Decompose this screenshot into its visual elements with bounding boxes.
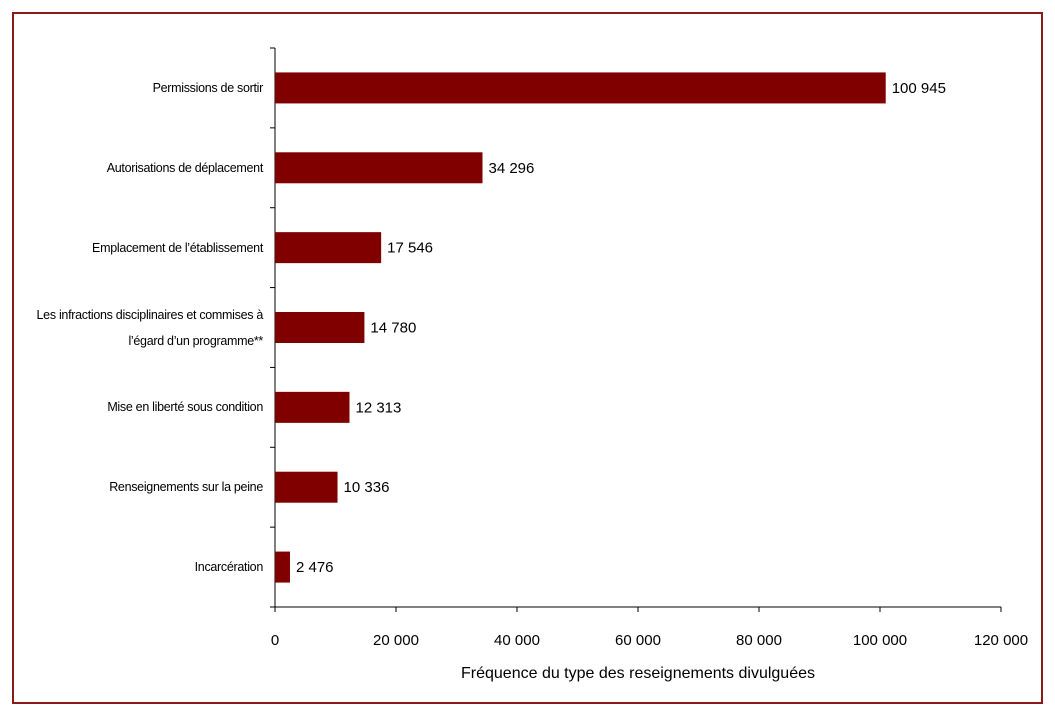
value-label: 100 945 <box>892 80 946 97</box>
value-label: 2 476 <box>296 559 334 576</box>
y-tick-label: Incarcération <box>194 560 264 575</box>
y-tick-label: Mise en liberté sous condition <box>107 400 263 415</box>
value-label: 34 296 <box>488 160 534 177</box>
x-axis-label: Fréquence du type des reseignements divu… <box>461 665 815 682</box>
chart-frame <box>12 12 1043 704</box>
value-label: 10 336 <box>344 479 390 496</box>
y-tick-label: Les infractions disciplinaires et commis… <box>36 307 264 348</box>
bar <box>275 232 382 264</box>
bar <box>275 551 290 583</box>
bar <box>275 391 350 423</box>
x-tick-label: 120 000 <box>974 632 1028 649</box>
y-tick-label: Emplacement de l’établissement <box>92 240 263 255</box>
value-label: 14 780 <box>370 319 416 336</box>
x-tick-label: 20 000 <box>373 632 419 649</box>
x-tick-label: 80 000 <box>736 632 782 649</box>
x-tick-label: 60 000 <box>615 632 661 649</box>
bar <box>275 471 338 503</box>
x-tick-label: 100 000 <box>853 632 907 649</box>
y-tick-label: Autorisations de déplacement <box>106 160 264 175</box>
y-tick-label: Renseignements sur la peine <box>109 480 263 495</box>
bar <box>275 72 886 104</box>
value-label: 17 546 <box>387 240 433 257</box>
y-tick-label: Permissions de sortir <box>152 80 264 95</box>
x-tick-label: 40 000 <box>494 632 540 649</box>
bar <box>275 312 365 343</box>
value-label: 12 313 <box>355 399 401 416</box>
x-tick-label: 0 <box>271 632 279 649</box>
bar <box>275 152 483 184</box>
